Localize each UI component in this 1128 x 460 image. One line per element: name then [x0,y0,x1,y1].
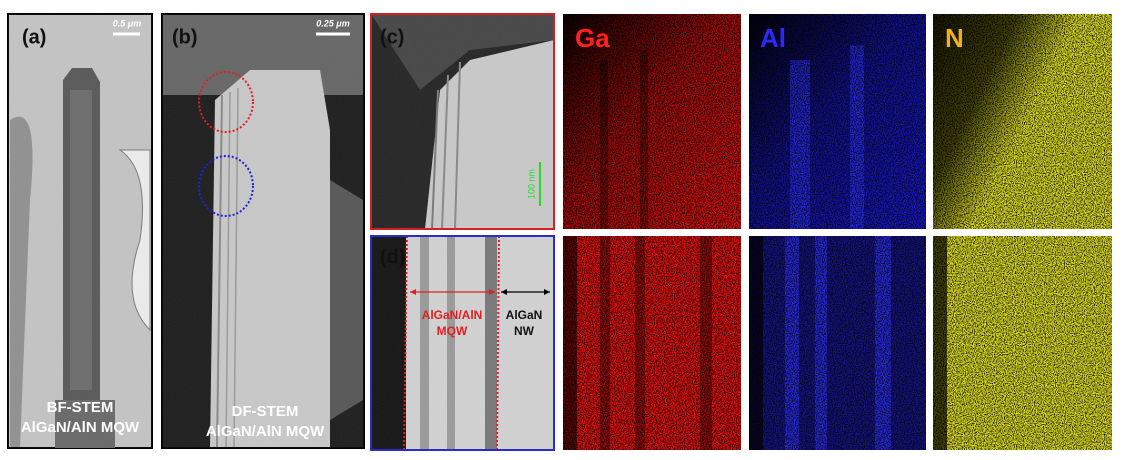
panel-label: (c) [380,26,404,48]
panel-label: (d) [380,246,406,268]
map-al-top: Al [749,14,926,229]
caption: BF-STEM [47,399,114,416]
scale-label: 0.25 μm [316,18,349,28]
annotation: AlGaN/AlN [422,308,483,322]
panel-b: 0.25 μm (b) DF-STEM AlGaN/AlN MQW [161,13,365,449]
element-label: Al [760,23,786,53]
map-n-top: N [933,14,1112,229]
panel-label: (b) [172,26,198,48]
panel-a: 0.5 μm (a) BF-STEM AlGaN/AlN MQW [7,13,153,449]
annotation: MQW [437,324,468,338]
element-label: Ga [575,23,610,53]
scale-label: 100 nm [526,169,536,199]
scale-label: 0.5 μm [113,18,141,28]
annotation: AlGaN [506,308,543,322]
caption: AlGaN/AlN MQW [206,423,325,440]
map-ga-top: Ga [563,14,741,229]
map-al-bottom [749,236,926,450]
panel-label: (a) [22,26,46,48]
panel-d: (d) AlGaN/AlN MQW AlGaN NW [370,235,555,451]
caption: DF-STEM [232,403,299,420]
caption: AlGaN/AlN MQW [21,419,140,436]
map-ga-bottom [563,236,741,450]
map-n-bottom [933,236,1112,450]
panel-c: 100 nm (c) [370,13,555,230]
annotation: NW [514,324,535,338]
element-label: N [945,23,964,53]
